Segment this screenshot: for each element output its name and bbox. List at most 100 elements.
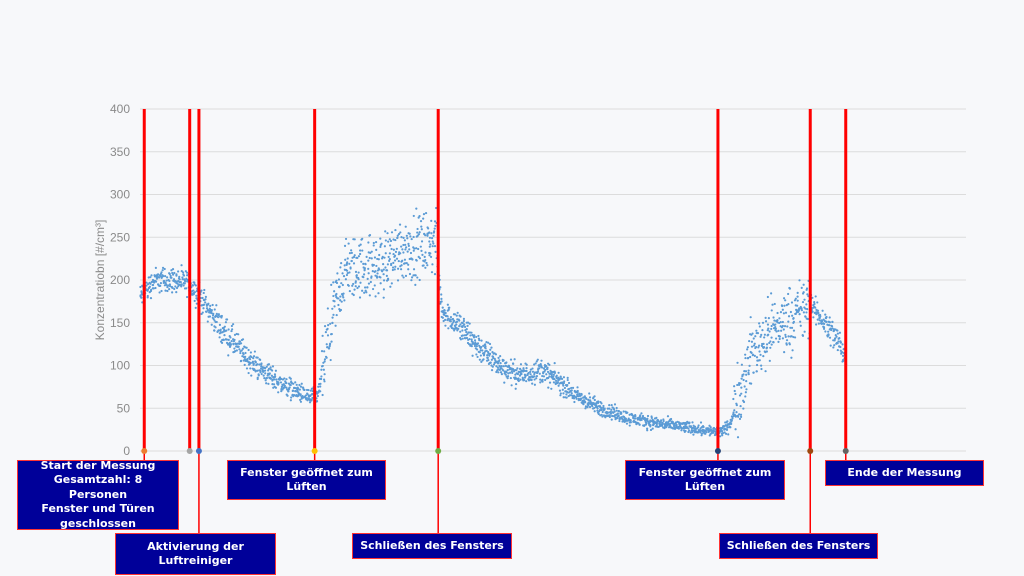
data-point — [684, 429, 687, 433]
data-point — [232, 323, 235, 326]
data-point — [818, 319, 821, 322]
data-point — [439, 302, 442, 305]
data-point — [792, 335, 795, 339]
data-point — [390, 247, 393, 251]
data-point — [798, 313, 801, 316]
data-point — [389, 244, 392, 247]
data-point — [617, 410, 620, 413]
data-point — [511, 371, 514, 375]
data-point — [666, 415, 670, 418]
data-point — [164, 289, 167, 292]
data-point — [488, 354, 491, 357]
data-point — [220, 314, 223, 318]
data-point — [792, 329, 796, 332]
data-point — [369, 280, 372, 284]
data-point — [593, 395, 596, 398]
data-point — [756, 332, 760, 335]
data-point — [544, 378, 547, 382]
data-point — [812, 316, 815, 319]
data-point — [302, 386, 305, 389]
data-point — [709, 426, 712, 429]
data-point — [455, 314, 458, 317]
data-point — [146, 294, 149, 298]
data-point — [655, 423, 658, 426]
data-point — [534, 362, 537, 365]
data-point — [370, 250, 373, 253]
data-point — [293, 394, 296, 397]
data-point — [608, 404, 611, 407]
data-point — [399, 231, 402, 234]
data-point — [805, 287, 809, 290]
data-point — [497, 356, 500, 359]
data-point — [814, 295, 817, 298]
data-point — [388, 238, 391, 241]
data-point — [273, 373, 277, 376]
data-point — [307, 388, 310, 392]
data-point — [256, 369, 259, 372]
data-point — [825, 320, 828, 323]
data-point — [180, 270, 183, 273]
data-point — [469, 343, 472, 346]
data-point — [340, 300, 343, 303]
data-point — [280, 377, 283, 381]
data-point — [348, 271, 351, 274]
data-point — [558, 389, 562, 392]
data-point — [811, 296, 814, 299]
data-point — [538, 372, 541, 375]
data-point — [587, 404, 590, 407]
data-point — [737, 383, 741, 386]
data-point — [468, 337, 471, 341]
data-point — [297, 394, 300, 397]
data-point — [634, 413, 637, 417]
data-point — [520, 372, 523, 376]
data-point — [768, 341, 771, 345]
data-point — [458, 325, 461, 328]
data-point — [502, 369, 505, 372]
data-point — [747, 369, 750, 372]
data-point — [462, 317, 466, 320]
data-point — [739, 413, 743, 416]
data-point — [652, 419, 655, 422]
data-point — [841, 351, 844, 354]
data-point — [403, 262, 407, 265]
data-point — [231, 328, 234, 331]
data-point — [699, 421, 703, 424]
data-point — [618, 419, 621, 423]
data-point — [619, 411, 623, 414]
data-point — [776, 321, 779, 324]
data-point — [244, 351, 247, 355]
data-point — [405, 234, 408, 237]
data-point — [270, 374, 273, 377]
data-point — [160, 271, 163, 274]
data-point — [424, 211, 428, 215]
data-point — [274, 375, 277, 378]
data-point — [256, 363, 259, 366]
data-point — [237, 333, 240, 336]
data-point — [744, 370, 748, 373]
data-point — [461, 329, 464, 332]
data-point — [323, 360, 326, 363]
data-point — [412, 249, 415, 252]
data-point — [238, 348, 241, 351]
data-point — [801, 300, 805, 304]
data-point — [146, 288, 150, 291]
data-point — [798, 279, 801, 282]
data-point — [265, 365, 268, 368]
data-point — [394, 250, 398, 253]
data-point — [542, 375, 546, 378]
data-point — [455, 323, 458, 326]
data-point — [249, 351, 253, 354]
data-point — [397, 232, 401, 236]
data-point — [265, 376, 269, 380]
data-point — [478, 358, 481, 361]
data-point — [298, 388, 301, 391]
data-point — [232, 342, 235, 345]
data-point — [585, 397, 588, 401]
data-point — [452, 327, 455, 330]
data-point — [821, 309, 824, 312]
data-point — [823, 322, 826, 326]
data-point — [424, 258, 427, 262]
data-point — [525, 369, 528, 373]
data-point — [320, 375, 323, 378]
data-point — [389, 285, 392, 288]
